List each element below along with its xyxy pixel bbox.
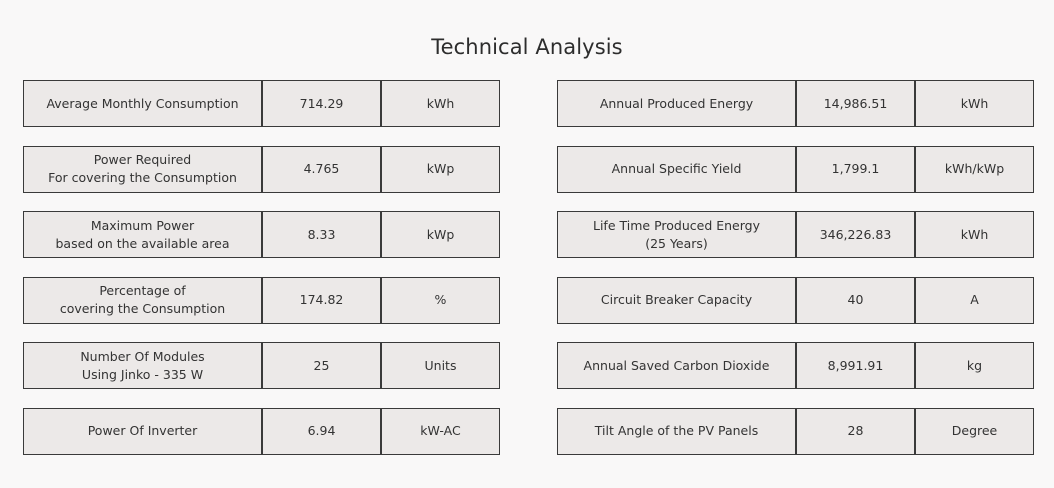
row-value: 8,991.91 [796,342,915,390]
row-label-subline: based on the available area [55,235,230,251]
row-label: Number Of Modules Using Jinko - 335 W [23,342,262,390]
row-label: Circuit Breaker Capacity [557,276,796,324]
table-row: Maximum Power based on the available area… [23,211,500,259]
row-value: 6.94 [262,407,381,455]
row-unit: % [381,276,500,324]
row-unit: Units [381,342,500,390]
row-value: 714.29 [262,80,381,127]
table-row: Power Required For covering the Consumpti… [23,145,500,193]
row-value: 14,986.51 [796,80,915,127]
table-row: Power Of Inverter 6.94 kW-AC [23,407,500,455]
row-label-line: Power Required [93,152,192,168]
table-row: Annual Specific Yield 1,799.1 kWh/kWp [557,145,1034,193]
row-label-line: Power Of Inverter [87,423,198,439]
row-label-line: Maximum Power [90,217,195,233]
row-label-subline: covering the Consumption [59,301,226,317]
row-label: Life Time Produced Energy (25 Years) [557,211,796,259]
row-label-line: Average Monthly Consumption [46,95,239,111]
table-row: Number Of Modules Using Jinko - 335 W 25 … [23,342,500,390]
row-value: 8.33 [262,211,381,259]
row-value: 346,226.83 [796,211,915,259]
left-analysis-table: Average Monthly Consumption 714.29 kWh P… [23,80,500,474]
table-row: Average Monthly Consumption 714.29 kWh [23,80,500,127]
page-title: Technical Analysis [431,35,623,59]
row-unit: A [915,276,1034,324]
row-label-line: Percentage of [99,283,186,299]
row-label-line: Annual Produced Energy [599,95,754,111]
row-label: Percentage of covering the Consumption [23,276,262,324]
row-unit: kWp [381,145,500,193]
row-label: Power Required For covering the Consumpti… [23,145,262,193]
table-row: Annual Saved Carbon Dioxide 8,991.91 kg [557,342,1034,390]
row-label: Annual Saved Carbon Dioxide [557,342,796,390]
row-unit: kWh [915,211,1034,259]
row-unit: kg [915,342,1034,390]
row-label-subline: For covering the Consumption [48,170,237,186]
row-value: 174.82 [262,276,381,324]
row-label: Power Of Inverter [23,407,262,455]
row-unit: kWh/kWp [915,145,1034,193]
row-unit: kWh [915,80,1034,127]
row-label-line: Annual Saved Carbon Dioxide [583,357,770,373]
table-row: Life Time Produced Energy (25 Years) 346,… [557,211,1034,259]
row-label-subline: Using Jinko - 335 W [81,366,204,382]
table-row: Circuit Breaker Capacity 40 A [557,276,1034,324]
row-label: Tilt Angle of the PV Panels [557,407,796,455]
row-label-line: Tilt Angle of the PV Panels [594,423,759,439]
row-label: Annual Produced Energy [557,80,796,127]
row-label-line: Number Of Modules [80,348,205,364]
row-unit: kW-AC [381,407,500,455]
row-unit: Degree [915,407,1034,455]
row-label: Maximum Power based on the available area [23,211,262,259]
row-unit: kWh [381,80,500,127]
row-label: Annual Specific Yield [557,145,796,193]
row-label-subline: (25 Years) [645,235,708,251]
table-row: Tilt Angle of the PV Panels 28 Degree [557,407,1034,455]
row-label-line: Circuit Breaker Capacity [600,292,753,308]
row-value: 1,799.1 [796,145,915,193]
right-analysis-table: Annual Produced Energy 14,986.51 kWh Ann… [557,80,1034,474]
row-label-line: Life Time Produced Energy [593,217,760,233]
row-label-line: Annual Specific Yield [611,161,742,177]
table-row: Annual Produced Energy 14,986.51 kWh [557,80,1034,127]
row-value: 4.765 [262,145,381,193]
row-value: 28 [796,407,915,455]
table-row: Percentage of covering the Consumption 17… [23,276,500,324]
row-unit: kWp [381,211,500,259]
row-value: 25 [262,342,381,390]
row-value: 40 [796,276,915,324]
row-label: Average Monthly Consumption [23,80,262,127]
